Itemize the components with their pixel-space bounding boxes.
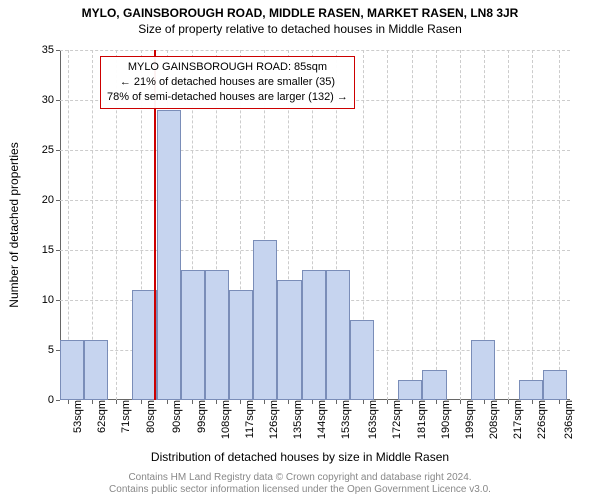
x-tick-label: 62sqm [92, 400, 108, 433]
x-tick-mark [387, 400, 388, 404]
x-tick-label: 90sqm [167, 400, 183, 433]
info-line-1: MYLO GAINSBOROUGH ROAD: 85sqm [107, 60, 348, 75]
x-tick-mark [216, 400, 217, 404]
y-tick-mark [56, 100, 60, 101]
x-tick-label: 80sqm [141, 400, 157, 433]
plot-area: 0510152025303553sqm62sqm71sqm80sqm90sqm9… [60, 50, 570, 400]
gridline-v [436, 50, 437, 400]
gridline-v [532, 50, 533, 400]
x-tick-label: 108sqm [216, 400, 232, 439]
x-tick-label: 117sqm [240, 400, 256, 438]
x-tick-label: 172sqm [387, 400, 403, 439]
histogram-bar [253, 240, 277, 400]
x-tick-label: 153sqm [336, 400, 352, 439]
gridline-v [412, 50, 413, 400]
gridline-h [60, 250, 570, 251]
histogram-bar [471, 340, 495, 400]
x-tick-label: 190sqm [436, 400, 452, 439]
x-tick-label: 226sqm [532, 400, 548, 439]
gridline-v [508, 50, 509, 400]
x-tick-mark [116, 400, 117, 404]
x-tick-label: 181sqm [412, 400, 428, 439]
x-tick-label: 135sqm [288, 400, 304, 439]
x-tick-label: 199sqm [460, 400, 476, 439]
x-tick-mark [460, 400, 461, 404]
histogram-bar [302, 270, 326, 400]
y-tick-mark [56, 300, 60, 301]
info-line-3: 78% of semi-detached houses are larger (… [107, 90, 348, 105]
histogram-bar [229, 290, 253, 400]
x-tick-mark [167, 400, 168, 404]
x-tick-mark [532, 400, 533, 404]
gridline-v [387, 50, 388, 400]
histogram-bar [84, 340, 108, 400]
info-box: MYLO GAINSBOROUGH ROAD: 85sqm ← 21% of d… [100, 56, 355, 109]
x-tick-label: 71sqm [116, 400, 132, 433]
x-tick-mark [436, 400, 437, 404]
info-line-2: ← 21% of detached houses are smaller (35… [107, 75, 348, 90]
x-tick-label: 208sqm [484, 400, 500, 439]
chart-title: MYLO, GAINSBOROUGH ROAD, MIDDLE RASEN, M… [0, 0, 600, 20]
histogram-bar [181, 270, 205, 400]
histogram-bar [350, 320, 374, 400]
x-tick-label: 99sqm [192, 400, 208, 433]
x-tick-label: 236sqm [559, 400, 575, 439]
histogram-bar [422, 370, 446, 400]
x-tick-mark [240, 400, 241, 404]
x-tick-mark [192, 400, 193, 404]
x-tick-mark [141, 400, 142, 404]
histogram-bar [519, 380, 543, 400]
x-tick-mark [363, 400, 364, 404]
x-tick-label: 53sqm [68, 400, 84, 433]
histogram-bar [398, 380, 422, 400]
gridline-v [559, 50, 560, 400]
histogram-bar [157, 110, 181, 400]
footer-line-1: Contains HM Land Registry data © Crown c… [0, 472, 600, 484]
y-tick-mark [56, 50, 60, 51]
histogram-bar [60, 340, 84, 400]
x-tick-mark [412, 400, 413, 404]
x-tick-mark [312, 400, 313, 404]
y-tick-mark [56, 400, 60, 401]
x-tick-mark [92, 400, 93, 404]
footer-line-2: Contains public sector information licen… [0, 484, 600, 496]
histogram-bar [326, 270, 350, 400]
x-tick-mark [288, 400, 289, 404]
x-tick-mark [508, 400, 509, 404]
y-axis-label: Number of detached properties [7, 142, 21, 307]
x-tick-mark [484, 400, 485, 404]
x-tick-label: 126sqm [264, 400, 280, 439]
footer: Contains HM Land Registry data © Crown c… [0, 472, 600, 496]
histogram-bar [277, 280, 301, 400]
x-tick-mark [559, 400, 560, 404]
chart-subtitle: Size of property relative to detached ho… [0, 20, 600, 36]
x-tick-mark [68, 400, 69, 404]
gridline-v [460, 50, 461, 400]
gridline-h [60, 200, 570, 201]
gridline-h [60, 50, 570, 51]
x-axis-label: Distribution of detached houses by size … [0, 450, 600, 464]
y-tick-mark [56, 150, 60, 151]
gridline-h [60, 150, 570, 151]
y-tick-mark [56, 250, 60, 251]
x-tick-mark [264, 400, 265, 404]
histogram-bar [543, 370, 567, 400]
x-tick-label: 163sqm [363, 400, 379, 439]
histogram-bar [205, 270, 229, 400]
x-tick-label: 144sqm [312, 400, 328, 439]
x-tick-label: 217sqm [508, 400, 524, 439]
x-tick-mark [336, 400, 337, 404]
y-tick-mark [56, 200, 60, 201]
